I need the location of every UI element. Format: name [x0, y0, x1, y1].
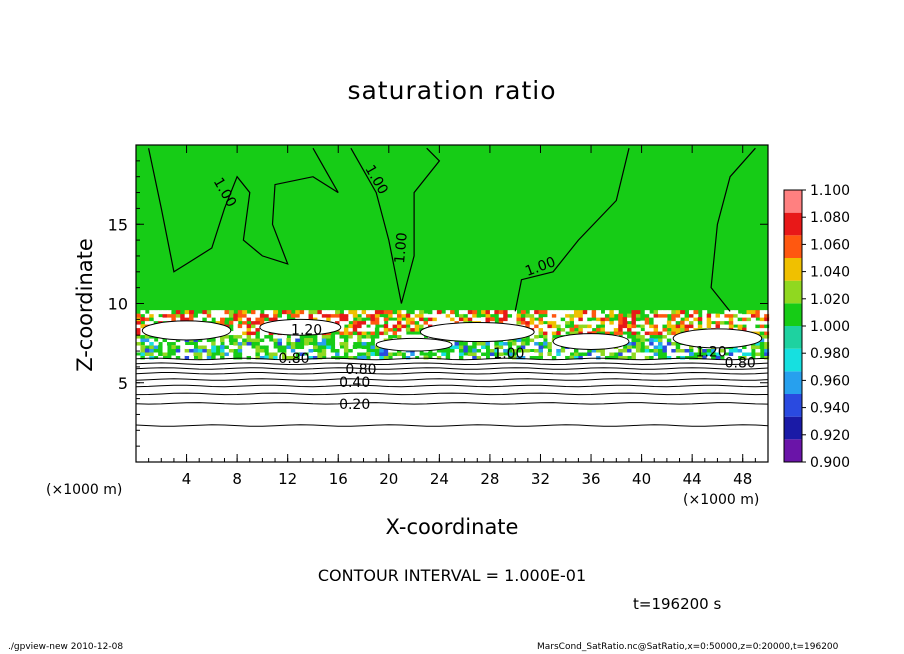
contour-line	[135, 367, 769, 370]
x-tick-label: 8	[232, 470, 242, 488]
colorbar-label: 1.040	[810, 265, 850, 281]
contour-label: 1.00	[493, 346, 524, 362]
contour-line	[148, 147, 339, 273]
chart-title: saturation ratio	[347, 76, 557, 105]
x-tick-label: 28	[480, 470, 499, 488]
contour-line	[135, 357, 769, 361]
x-tick-label: 16	[329, 470, 348, 488]
colorbar-label: 1.000	[810, 319, 850, 335]
colorbar-segment	[784, 212, 802, 236]
contour-line	[135, 424, 769, 427]
x-tick-label: 48	[733, 470, 752, 488]
contour-line	[135, 378, 769, 381]
footer-right: MarsCond_SatRatio.nc@SatRatio,x=0:50000,…	[537, 642, 839, 652]
contour-label: 1.20	[291, 322, 322, 338]
contour-line	[135, 371, 769, 375]
colorbar-label: 0.980	[810, 346, 850, 362]
x-tick-label: 24	[430, 470, 449, 488]
time-text: t=196200 s	[633, 595, 722, 613]
x-tick-label: 20	[379, 470, 398, 488]
x-tick-label: 44	[683, 470, 702, 488]
contour-label: 1.20	[696, 345, 727, 361]
cloud-blob	[375, 337, 453, 352]
cloud-blob	[419, 322, 535, 343]
colorbar-segment	[784, 439, 802, 462]
footer-left: ./gpview-new 2010-12-08	[8, 642, 124, 652]
colorbar-label: 1.060	[810, 237, 850, 253]
y-tick-label: 10	[108, 295, 128, 314]
contour-interval-text: CONTOUR INTERVAL = 1.000E-01	[317, 566, 587, 585]
colorbar-label: 0.960	[810, 373, 850, 389]
contour-label: 0.80	[725, 356, 756, 372]
colorbar-segment	[784, 326, 802, 349]
x-axis-label: X-coordinate	[385, 515, 519, 539]
cloud-blob	[259, 318, 342, 336]
contour-label: 1.00	[392, 232, 411, 264]
x-unit-left: (×1000 m)	[46, 482, 123, 498]
cloud-blob	[141, 320, 232, 341]
colorbar-label: 1.100	[810, 183, 850, 199]
colorbar-segment	[784, 303, 802, 326]
colorbar-label: 1.020	[810, 292, 850, 308]
colorbar-label: 1.080	[810, 210, 850, 226]
contour-label: 0.80	[278, 351, 309, 367]
contour-line	[350, 147, 441, 304]
cloud-blob	[672, 328, 763, 349]
colorbar-segment	[784, 280, 802, 304]
colorbar-label: 0.940	[810, 401, 850, 417]
x-tick-label: 12	[278, 470, 297, 488]
contour-line	[135, 392, 769, 396]
colorbar-segment	[784, 190, 802, 213]
contour-line	[135, 362, 769, 366]
colorbar-segment	[784, 348, 802, 372]
contour-line	[135, 402, 769, 405]
contour-label: 0.40	[339, 375, 370, 391]
x-unit-right: (×1000 m)	[683, 492, 760, 508]
contour-label: 0.80	[345, 362, 376, 378]
contour-line	[514, 148, 630, 312]
field-lower-layer	[136, 358, 768, 462]
x-tick-label: 32	[531, 470, 550, 488]
colorbar-label: 0.900	[810, 455, 850, 471]
colorbar-segment	[784, 235, 802, 258]
cloud-blob	[552, 333, 630, 350]
contour-label: 0.20	[339, 397, 370, 413]
y-tick-label: 15	[108, 215, 128, 234]
colorbar-segment	[784, 416, 802, 440]
contour-line	[135, 384, 769, 388]
colorbar-segment	[784, 371, 802, 394]
x-tick-label: 40	[632, 470, 651, 488]
x-tick-label: 36	[581, 470, 600, 488]
colorbar-label: 0.920	[810, 428, 850, 444]
y-tick-label: 5	[118, 374, 128, 393]
x-tick-label: 4	[182, 470, 192, 488]
colorbar-segment	[784, 394, 802, 417]
contour-line	[710, 147, 756, 312]
colorbar-segment	[784, 258, 802, 281]
